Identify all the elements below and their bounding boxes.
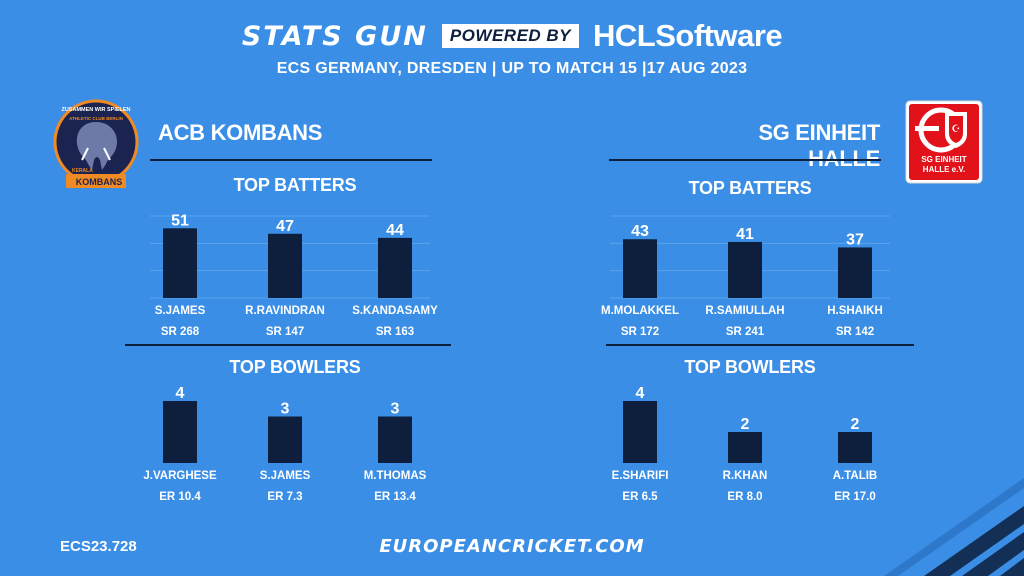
brand-row: STATS GUN POWERED BY HCLSoftware bbox=[0, 18, 1024, 54]
stat-sublabel: SR 142 bbox=[836, 326, 874, 338]
logo-text-bottom: KOMBANS bbox=[76, 177, 123, 187]
category-label: A.TALIB bbox=[833, 470, 878, 482]
bar-m-molakkel bbox=[623, 239, 657, 298]
category-label: R.RAVINDRAN bbox=[245, 305, 325, 317]
stat-sublabel: ER 10.4 bbox=[159, 491, 201, 503]
logo-text-mid: ATHLETIC CLUB BERLIN bbox=[69, 116, 123, 121]
stat-sublabel: ER 13.4 bbox=[374, 491, 416, 503]
team-divider-right bbox=[609, 159, 881, 161]
category-label: E.SHARIFI bbox=[612, 470, 669, 482]
event-subtitle: ECS GERMANY, DRESDEN | UP TO MATCH 15 |1… bbox=[276, 60, 748, 77]
team-name-right: SG EINHEIT HALLE bbox=[758, 120, 880, 171]
category-label: J.VARGHESE bbox=[143, 470, 217, 482]
logo-text-1: SG EINHEIT bbox=[921, 155, 966, 164]
category-label: R.KHAN bbox=[723, 470, 768, 482]
stat-sublabel: SR 241 bbox=[726, 326, 765, 338]
category-label: S.KANDASAMY bbox=[352, 305, 438, 317]
bar-r-khan bbox=[728, 432, 762, 463]
chart-acb-top-bowlers: 4 J.VARGHESE ER 10.4 3 S.JAMES ER 7.3 3 M.THOMA… bbox=[143, 385, 427, 503]
bar-value-label: 41 bbox=[736, 226, 754, 243]
logo-text-2: HALLE e.V. bbox=[923, 165, 965, 174]
bar-value-label: 2 bbox=[851, 416, 860, 433]
chart-acb-top-batters: 51 S.JAMES SR 268 47 R.RAVINDRAN SR 147 44 S.KA… bbox=[150, 212, 438, 338]
svg-text:☪: ☪ bbox=[952, 124, 961, 135]
powered-by-badge: POWERED BY bbox=[441, 24, 580, 48]
bar-h-shaikh bbox=[838, 247, 872, 298]
section-title-batters-right: TOP BATTERS bbox=[688, 178, 812, 198]
bar-value-label: 2 bbox=[741, 416, 750, 433]
stat-sublabel: SR 163 bbox=[376, 326, 414, 338]
category-label: S.JAMES bbox=[155, 305, 206, 317]
section-title-batters-left: TOP BATTERS bbox=[233, 175, 357, 195]
category-label: R.SAMIULLAH bbox=[705, 305, 784, 317]
chart-halle-top-batters: 43 M.MOLAKKEL SR 172 41 R.SAMIULLAH SR 241 37 H… bbox=[601, 215, 890, 338]
bar-value-label: 37 bbox=[846, 231, 864, 248]
bar-value-label: 47 bbox=[276, 218, 294, 235]
website-link[interactable]: EUROPEANCRICKET.COM bbox=[379, 536, 645, 557]
acb-kombans-logo: ZUSAMMEN WIR SPIELEN ATHLETIC CLUB BERLI… bbox=[53, 99, 139, 188]
stat-sublabel: ER 7.3 bbox=[267, 491, 302, 503]
sponsor-logo: HCLSoftware bbox=[593, 18, 783, 53]
sg-einheit-halle-logo: ☪ SG EINHEIT HALLE e.V. bbox=[905, 100, 983, 184]
category-label: M.THOMAS bbox=[364, 470, 427, 482]
bar-value-label: 3 bbox=[281, 401, 290, 418]
section-divider-right bbox=[606, 344, 914, 346]
team-name-left: ACB KOMBANS bbox=[158, 120, 323, 145]
bar-value-label: 51 bbox=[171, 212, 189, 229]
logo-text-top: ZUSAMMEN WIR SPIELEN bbox=[61, 107, 130, 113]
section-title-bowlers-left: TOP BOWLERS bbox=[229, 357, 361, 377]
stat-sublabel: ER 17.0 bbox=[834, 491, 876, 503]
graphic-code: ECS23.728 bbox=[60, 538, 137, 555]
bar-r-ravindran bbox=[268, 233, 302, 298]
stat-sublabel: SR 268 bbox=[161, 326, 200, 338]
stat-sublabel: SR 172 bbox=[621, 326, 659, 338]
bar-s-kandasamy bbox=[378, 237, 412, 298]
stat-sublabel: ER 8.0 bbox=[727, 491, 762, 503]
category-label: H.SHAIKH bbox=[827, 305, 883, 317]
bar-s-james bbox=[163, 228, 197, 298]
brand-title: STATS GUN bbox=[241, 20, 428, 52]
stat-sublabel: SR 147 bbox=[266, 326, 304, 338]
decorative-stripes bbox=[884, 478, 1024, 576]
bar-e-sharifi bbox=[623, 401, 657, 463]
stat-sublabel: ER 6.5 bbox=[622, 491, 658, 503]
bar-value-label: 4 bbox=[176, 385, 185, 402]
bar-a-talib bbox=[838, 432, 872, 463]
logo-text-small: KERALA bbox=[72, 168, 93, 174]
bar-value-label: 3 bbox=[391, 401, 400, 418]
bar-s-james bbox=[268, 416, 302, 463]
category-label: S.JAMES bbox=[260, 470, 311, 482]
section-divider-left bbox=[125, 344, 451, 346]
bar-m-thomas bbox=[378, 416, 412, 463]
bar-value-label: 44 bbox=[386, 222, 404, 239]
category-label: M.MOLAKKEL bbox=[601, 305, 679, 317]
bar-j-varghese bbox=[163, 401, 197, 463]
bar-value-label: 43 bbox=[631, 223, 649, 240]
section-title-bowlers-right: TOP BOWLERS bbox=[684, 357, 816, 377]
chart-halle-top-bowlers: 4 E.SHARIFI ER 6.5 2 R.KHAN ER 8.0 2 A.TALIB ER … bbox=[612, 385, 878, 503]
bar-value-label: 4 bbox=[636, 385, 645, 402]
team-divider-left bbox=[150, 159, 432, 161]
bar-r-samiullah bbox=[728, 241, 762, 298]
